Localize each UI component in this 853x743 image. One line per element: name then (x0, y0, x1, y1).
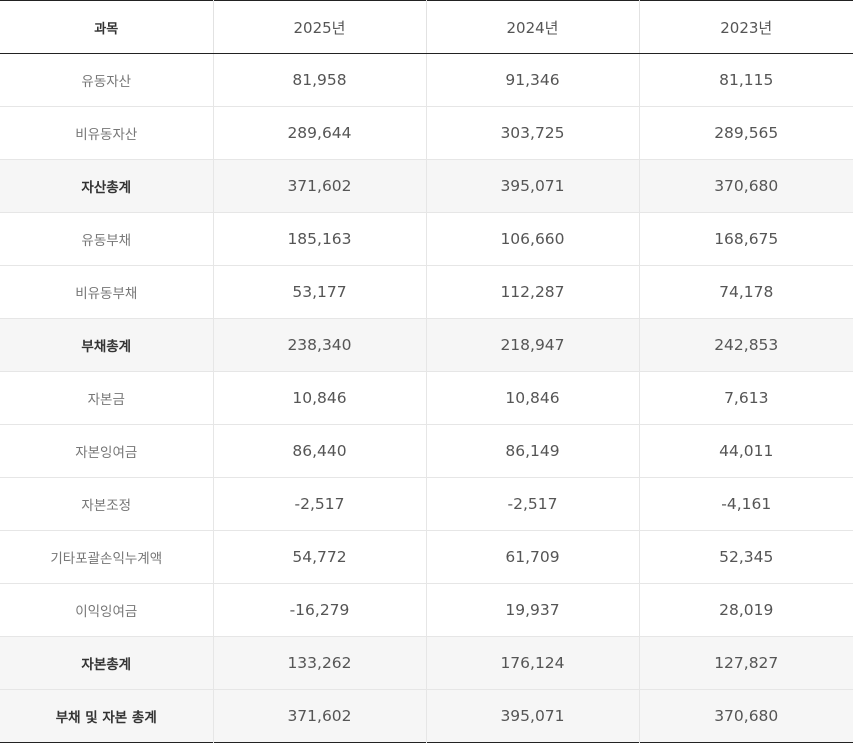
table-row: 자본조정 -2,517 -2,517 -4,161 (0, 477, 853, 531)
table-row-total: 부채 및 자본 총계 371,602 395,071 370,680 (0, 689, 853, 743)
value-cell-2023: 168,675 (639, 212, 853, 266)
row-label: 유동자산 (0, 53, 214, 107)
value-cell-2024: 176,124 (426, 636, 640, 690)
value-cell-2025: -16,279 (213, 583, 427, 637)
row-label: 이익잉여금 (0, 583, 214, 637)
value-cell-2023: -4,161 (639, 477, 853, 531)
value-cell-2023: 74,178 (639, 265, 853, 319)
table-row: 기타포괄손익누계액 54,772 61,709 52,345 (0, 530, 853, 584)
table-row-total: 자본총계 133,262 176,124 127,827 (0, 636, 853, 690)
table-row-total: 부채총계 238,340 218,947 242,853 (0, 318, 853, 372)
row-label: 자산총계 (0, 159, 214, 213)
row-label: 자본조정 (0, 477, 214, 531)
table-header: 과목 2025년 2024년 2023년 (0, 0, 853, 54)
value-cell-2025: 371,602 (213, 159, 427, 213)
value-cell-2024: 86,149 (426, 424, 640, 478)
row-label: 부채총계 (0, 318, 214, 372)
value-cell-2023: 52,345 (639, 530, 853, 584)
row-label: 자본총계 (0, 636, 214, 690)
value-cell-2025: 289,644 (213, 106, 427, 160)
value-cell-2024: 91,346 (426, 53, 640, 107)
value-cell-2025: 81,958 (213, 53, 427, 107)
value-cell-2024: 303,725 (426, 106, 640, 160)
table-row: 자본잉여금 86,440 86,149 44,011 (0, 424, 853, 478)
value-cell-2024: 218,947 (426, 318, 640, 372)
header-year-2024: 2024년 (426, 0, 640, 54)
value-cell-2024: 106,660 (426, 212, 640, 266)
row-label: 비유동자산 (0, 106, 214, 160)
value-cell-2025: 86,440 (213, 424, 427, 478)
value-cell-2024: 19,937 (426, 583, 640, 637)
table-row: 비유동부채 53,177 112,287 74,178 (0, 265, 853, 319)
row-label: 기타포괄손익누계액 (0, 530, 214, 584)
header-row: 과목 2025년 2024년 2023년 (0, 0, 853, 54)
value-cell-2024: 112,287 (426, 265, 640, 319)
value-cell-2023: 289,565 (639, 106, 853, 160)
row-label: 부채 및 자본 총계 (0, 689, 214, 743)
table-row: 자본금 10,846 10,846 7,613 (0, 371, 853, 425)
value-cell-2025: 10,846 (213, 371, 427, 425)
value-cell-2023: 370,680 (639, 159, 853, 213)
value-cell-2023: 81,115 (639, 53, 853, 107)
value-cell-2024: 61,709 (426, 530, 640, 584)
header-year-2025: 2025년 (213, 0, 427, 54)
value-cell-2024: 395,071 (426, 689, 640, 743)
row-label: 비유동부채 (0, 265, 214, 319)
value-cell-2024: 395,071 (426, 159, 640, 213)
value-cell-2025: 371,602 (213, 689, 427, 743)
header-subject: 과목 (0, 0, 214, 54)
table-row-total: 자산총계 371,602 395,071 370,680 (0, 159, 853, 213)
value-cell-2023: 242,853 (639, 318, 853, 372)
table-row: 유동부채 185,163 106,660 168,675 (0, 212, 853, 266)
value-cell-2025: -2,517 (213, 477, 427, 531)
table-body: 유동자산 81,958 91,346 81,115 비유동자산 289,644 303,72… (0, 53, 853, 743)
value-cell-2025: 133,262 (213, 636, 427, 690)
value-cell-2025: 53,177 (213, 265, 427, 319)
row-label: 자본잉여금 (0, 424, 214, 478)
table-row: 이익잉여금 -16,279 19,937 28,019 (0, 583, 853, 637)
value-cell-2024: 10,846 (426, 371, 640, 425)
table-row: 유동자산 81,958 91,346 81,115 (0, 53, 853, 107)
row-label: 유동부채 (0, 212, 214, 266)
value-cell-2024: -2,517 (426, 477, 640, 531)
value-cell-2023: 370,680 (639, 689, 853, 743)
table-row: 비유동자산 289,644 303,725 289,565 (0, 106, 853, 160)
value-cell-2023: 127,827 (639, 636, 853, 690)
value-cell-2023: 44,011 (639, 424, 853, 478)
value-cell-2023: 28,019 (639, 583, 853, 637)
value-cell-2025: 238,340 (213, 318, 427, 372)
header-year-2023: 2023년 (639, 0, 853, 54)
row-label: 자본금 (0, 371, 214, 425)
value-cell-2025: 185,163 (213, 212, 427, 266)
value-cell-2025: 54,772 (213, 530, 427, 584)
value-cell-2023: 7,613 (639, 371, 853, 425)
